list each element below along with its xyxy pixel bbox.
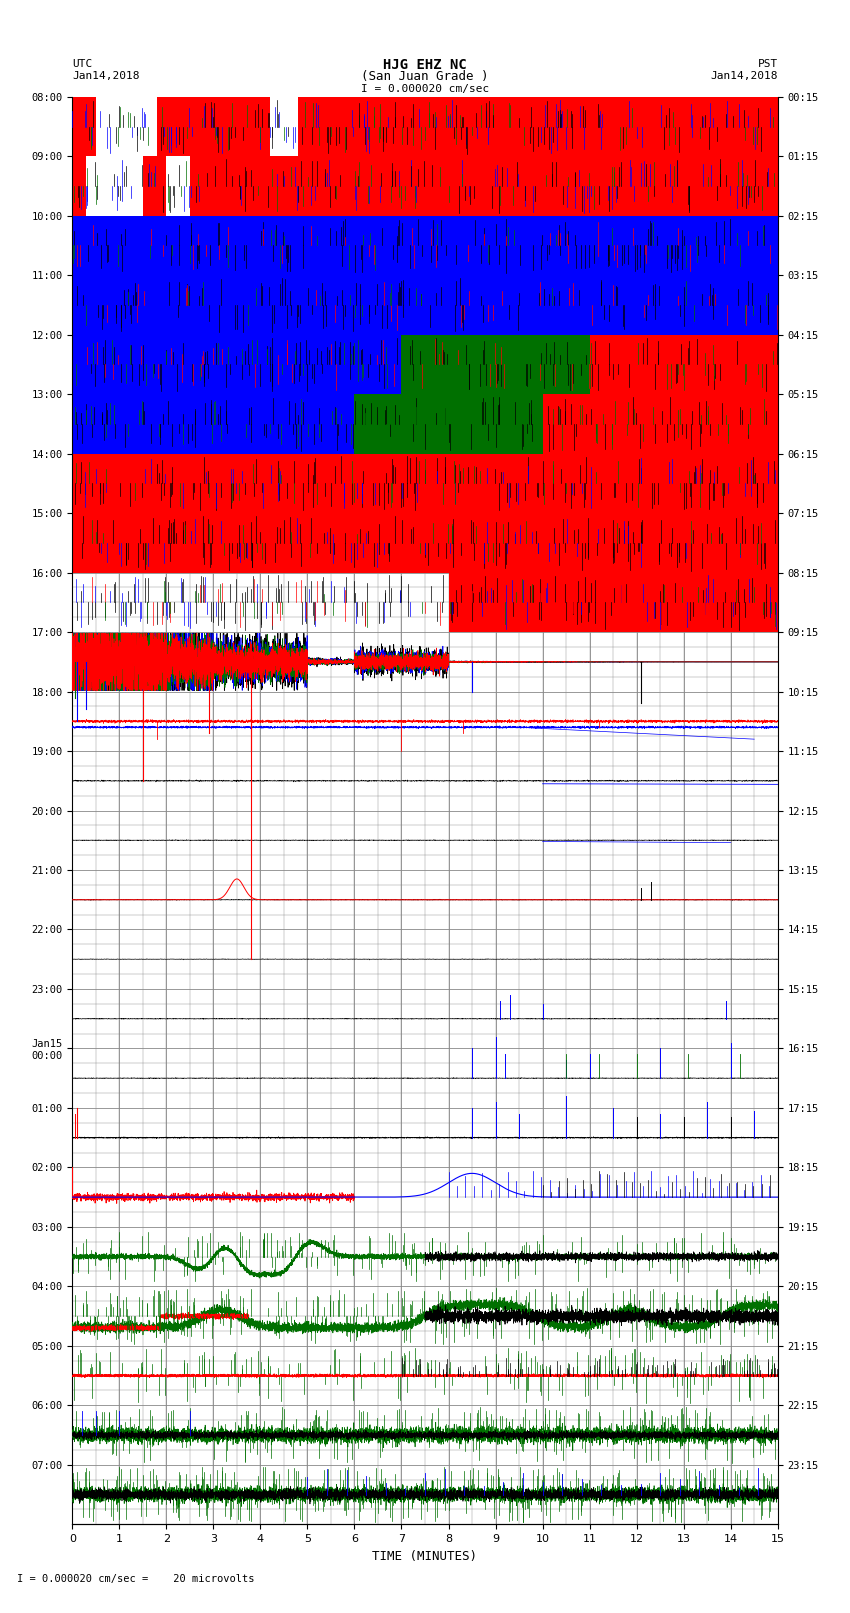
Bar bbox=[72, 336, 401, 394]
Bar bbox=[96, 97, 157, 156]
Bar bbox=[542, 394, 778, 453]
Bar bbox=[72, 156, 778, 216]
Text: Jan14,2018: Jan14,2018 bbox=[711, 71, 778, 81]
Bar bbox=[167, 156, 190, 216]
Text: I = 0.000020 cm/sec: I = 0.000020 cm/sec bbox=[361, 84, 489, 94]
Text: I = 0.000020 cm/sec =    20 microvolts: I = 0.000020 cm/sec = 20 microvolts bbox=[17, 1574, 254, 1584]
Bar bbox=[72, 97, 778, 156]
Text: (San Juan Grade ): (San Juan Grade ) bbox=[361, 69, 489, 84]
Bar bbox=[72, 513, 778, 573]
Bar bbox=[72, 216, 778, 276]
Text: HJG EHZ NC: HJG EHZ NC bbox=[383, 58, 467, 71]
Text: PST: PST bbox=[757, 60, 778, 69]
Bar bbox=[401, 336, 590, 394]
X-axis label: TIME (MINUTES): TIME (MINUTES) bbox=[372, 1550, 478, 1563]
Bar bbox=[269, 97, 298, 156]
Bar bbox=[87, 156, 143, 216]
Bar bbox=[449, 573, 778, 632]
Text: UTC: UTC bbox=[72, 60, 93, 69]
Text: Jan14,2018: Jan14,2018 bbox=[72, 71, 139, 81]
Bar bbox=[354, 394, 542, 453]
Bar bbox=[590, 336, 778, 394]
Bar bbox=[72, 453, 778, 513]
Bar bbox=[72, 394, 354, 453]
Bar bbox=[72, 276, 778, 334]
